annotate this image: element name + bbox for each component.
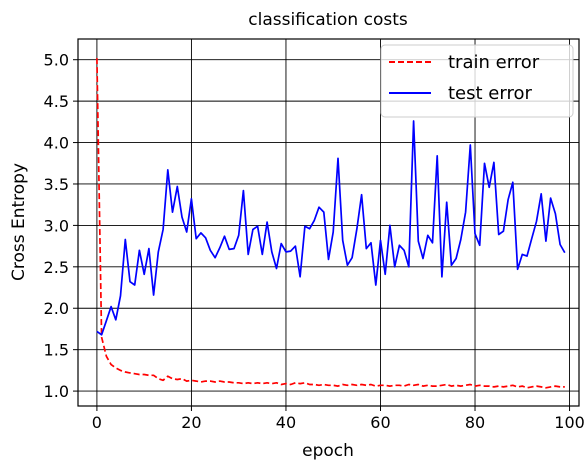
y-tick-label: 3.0 [44, 216, 69, 235]
y-tick-label: 3.5 [44, 175, 69, 194]
y-tick-label: 2.5 [44, 258, 69, 277]
y-tick-label: 1.0 [44, 382, 69, 401]
x-axis-label: epoch [302, 441, 354, 461]
x-tick-label: 100 [554, 413, 585, 432]
y-tick-label: 1.5 [44, 341, 69, 360]
x-tick-label: 60 [370, 413, 390, 432]
y-tick-label: 4.0 [44, 134, 69, 153]
series-layer [96, 58, 566, 389]
legend: train error test error [380, 44, 574, 118]
x-tick-label: 0 [92, 413, 102, 432]
ticks: 0 20 40 60 80 100 1.0 1.5 2.0 2.5 3.0 3.5 4.0 4.5 5.0 [44, 51, 585, 432]
x-tick-label: 20 [181, 413, 201, 432]
series-line-train-error [96, 58, 565, 389]
y-tick-label: 5.0 [44, 51, 69, 70]
x-tick-label: 40 [276, 413, 296, 432]
y-tick-label: 4.5 [44, 92, 69, 111]
y-tick-label: 2.0 [44, 299, 69, 318]
series-line-test-error [96, 120, 566, 336]
legend-test-label: test error [448, 83, 532, 104]
x-tick-label: 80 [465, 413, 485, 432]
chart-title: classification costs [248, 10, 408, 30]
plot-frame [77, 38, 580, 407]
y-axis-label: Cross Entropy [9, 163, 29, 281]
legend-train-label: train error [448, 52, 540, 73]
